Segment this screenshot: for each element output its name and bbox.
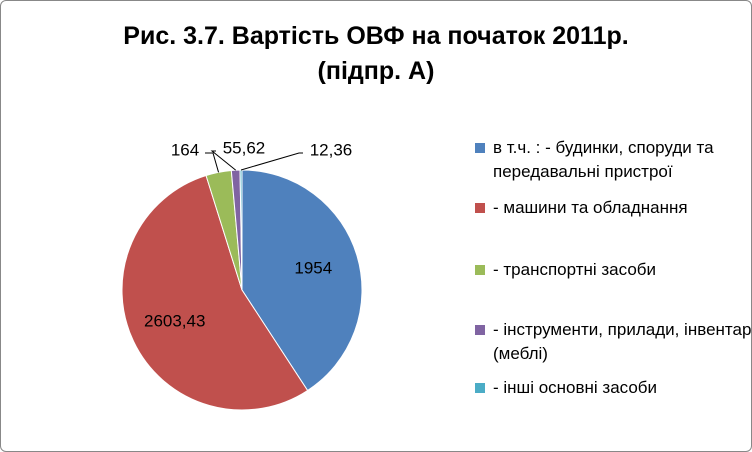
legend-item: - інші основні засоби <box>473 376 751 400</box>
legend-label: в т.ч. : - будинки, споруди та передавал… <box>493 138 714 181</box>
leader-line <box>205 152 220 173</box>
legend-swatch <box>475 265 485 275</box>
data-label: 12,36 <box>310 140 353 159</box>
legend-item: в т.ч. : - будинки, споруди та передавал… <box>473 136 751 184</box>
data-label: 1954 <box>294 258 332 277</box>
legend-label: - транспортні засоби <box>493 260 657 279</box>
legend-swatch <box>475 325 485 335</box>
legend-swatch <box>475 203 485 213</box>
legend-swatch <box>475 383 485 393</box>
leader-line <box>240 152 303 171</box>
legend-item: - транспортні засоби <box>473 258 751 282</box>
legend-label: - інструменти, прилади, інвентар (меблі) <box>493 320 752 363</box>
data-label: 164 <box>171 140 199 159</box>
legend-item: - інструменти, прилади, інвентар (меблі) <box>473 318 752 366</box>
legend-swatch <box>475 143 485 153</box>
legend-label: - інші основні засоби <box>493 378 658 397</box>
chart-title: Рис. 3.7. Вартість ОВФ на початок 2011р.… <box>123 22 629 85</box>
legend-label: - машини та обладнання <box>493 198 688 217</box>
pie-slice <box>121 174 309 411</box>
leader-line <box>210 150 236 171</box>
data-label: 55,62 <box>223 138 266 157</box>
legend-item: - машини та обладнання <box>473 196 751 220</box>
data-label: 2603,43 <box>144 311 205 330</box>
